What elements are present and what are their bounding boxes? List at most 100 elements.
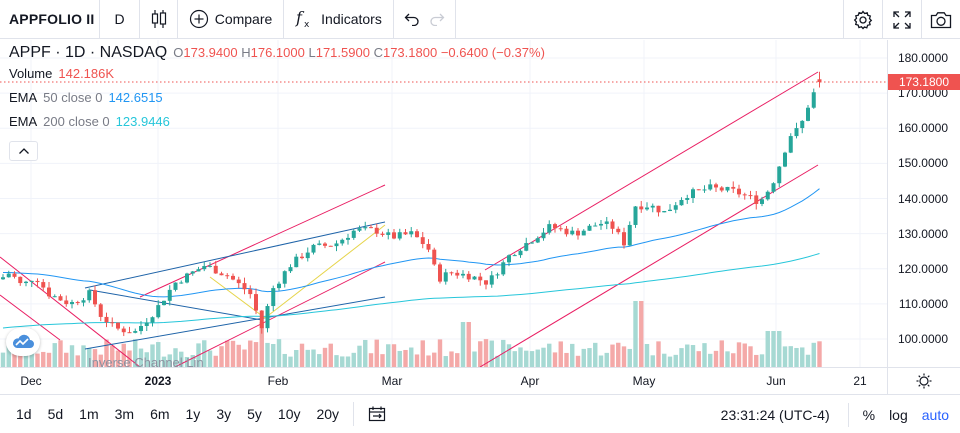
candle xyxy=(714,182,718,192)
volume-bar xyxy=(420,340,425,367)
range-5y[interactable]: 5y xyxy=(247,406,262,422)
candle xyxy=(357,225,362,232)
date-range-button[interactable] xyxy=(360,395,394,433)
candle xyxy=(656,205,661,217)
drawing-line[interactable] xyxy=(84,296,386,350)
drawing-line[interactable] xyxy=(139,184,386,298)
candle xyxy=(328,245,333,247)
bottom-toolbar: 1d 5d 1m 3m 6m 1y 3y 5y 10y 20y 23:31:24… xyxy=(0,394,960,433)
legend-ema200[interactable]: EMA 200 close 0 123.9446 xyxy=(9,114,170,129)
volume-bar xyxy=(276,339,282,367)
volume-bar xyxy=(719,340,724,367)
range-10y[interactable]: 10y xyxy=(277,406,301,422)
volume-bar xyxy=(167,354,172,367)
drawing-line[interactable] xyxy=(174,261,386,367)
volume-bar xyxy=(46,352,52,367)
legend-ema50[interactable]: EMA 50 close 0 142.6515 xyxy=(9,90,163,105)
candle xyxy=(254,288,258,315)
symbol-search[interactable]: APPFOLIO II xyxy=(0,0,100,39)
interval-button[interactable]: D xyxy=(100,0,140,39)
candle xyxy=(432,247,437,266)
price-tick: 130.0000 xyxy=(897,226,948,241)
volume-bar xyxy=(817,341,822,367)
chart-type-button[interactable] xyxy=(140,0,178,39)
calendar-range-icon xyxy=(368,406,386,422)
candle xyxy=(150,316,155,327)
redo-icon[interactable] xyxy=(429,12,445,26)
auto-toggle[interactable]: auto xyxy=(921,406,949,423)
range-1y[interactable]: 1y xyxy=(185,406,201,422)
volume-bar xyxy=(340,356,345,367)
drawing-line[interactable] xyxy=(264,224,386,319)
range-5d[interactable]: 5d xyxy=(47,406,64,422)
range-20y[interactable]: 20y xyxy=(316,406,340,422)
price-axis[interactable]: 180.0000 170.0000 160.0000 150.0000 140.… xyxy=(887,40,960,367)
drawing-line[interactable] xyxy=(89,289,263,321)
candle xyxy=(484,280,488,290)
percent-toggle[interactable]: % xyxy=(862,406,876,423)
volume-bar xyxy=(483,339,489,367)
axis-settings-button[interactable] xyxy=(887,368,960,394)
candle xyxy=(265,303,270,333)
range-1d[interactable]: 1d xyxy=(16,406,32,422)
candle xyxy=(156,300,161,319)
legend-main-series[interactable]: APPF · 1D · NASDAQ O173.9400 H176.1000 L… xyxy=(9,44,545,66)
indicators-label: Indicators xyxy=(321,11,382,27)
volume-bar xyxy=(748,346,753,367)
volume-bar xyxy=(345,356,351,367)
range-3m[interactable]: 3m xyxy=(114,406,135,422)
price-tick: 180.0000 xyxy=(897,51,948,65)
volume-bar xyxy=(759,354,765,367)
drawing-line[interactable] xyxy=(484,71,819,271)
drawing-line[interactable] xyxy=(0,294,61,341)
candle xyxy=(725,186,730,193)
fullscreen-button[interactable] xyxy=(882,0,921,39)
sun-icon xyxy=(916,373,932,389)
volume-bar xyxy=(409,347,414,367)
legend-collapse-button[interactable] xyxy=(9,141,38,161)
volume-bar xyxy=(150,344,155,367)
range-3y[interactable]: 3y xyxy=(216,406,232,422)
undo-icon[interactable] xyxy=(404,12,420,26)
candle xyxy=(806,105,810,122)
compare-label: Compare xyxy=(214,11,273,27)
legend-volume[interactable]: Volume 142.186K xyxy=(9,66,115,81)
candle xyxy=(622,227,626,249)
candle xyxy=(98,303,103,322)
candle xyxy=(311,243,316,255)
tradingview-logo[interactable] xyxy=(6,328,40,356)
symbol-name: APPFOLIO II xyxy=(9,11,95,27)
candle xyxy=(461,270,465,279)
volume-bar xyxy=(466,322,471,367)
range-1m[interactable]: 1m xyxy=(79,406,99,422)
volume-bar xyxy=(771,331,776,367)
volume-bar xyxy=(144,352,149,367)
drawing-line[interactable] xyxy=(0,256,141,367)
volume-bar xyxy=(213,355,218,367)
candle xyxy=(179,280,184,284)
candle xyxy=(685,194,690,204)
candle xyxy=(24,280,28,287)
volume-bar xyxy=(478,341,483,367)
log-toggle[interactable]: log xyxy=(889,406,908,423)
drawing-line[interactable] xyxy=(84,221,386,289)
last-price-label: 173.1800 xyxy=(888,74,960,90)
volume-bar xyxy=(777,331,782,367)
price-tick: 110.0000 xyxy=(898,296,948,311)
timezone-clock[interactable]: 23:31:24 (UTC-4) xyxy=(721,402,849,427)
range-6m[interactable]: 6m xyxy=(150,406,170,422)
snapshot-button[interactable] xyxy=(921,0,960,39)
volume-bar xyxy=(328,343,333,367)
settings-button[interactable] xyxy=(843,0,882,39)
volume-bar xyxy=(673,354,678,367)
chart-pane[interactable]: Inverse Channel Lin xyxy=(0,40,887,367)
volume-bar xyxy=(679,348,684,367)
time-axis[interactable]: Dec 2023 Feb Mar Apr May Jun 21 xyxy=(0,367,960,394)
volume-bar xyxy=(616,342,621,367)
legend-title: APPF · 1D · NASDAQ xyxy=(9,44,168,61)
volume-bar xyxy=(236,344,241,367)
candle xyxy=(443,268,448,285)
candle xyxy=(415,229,419,238)
compare-button[interactable]: Compare xyxy=(178,0,284,39)
